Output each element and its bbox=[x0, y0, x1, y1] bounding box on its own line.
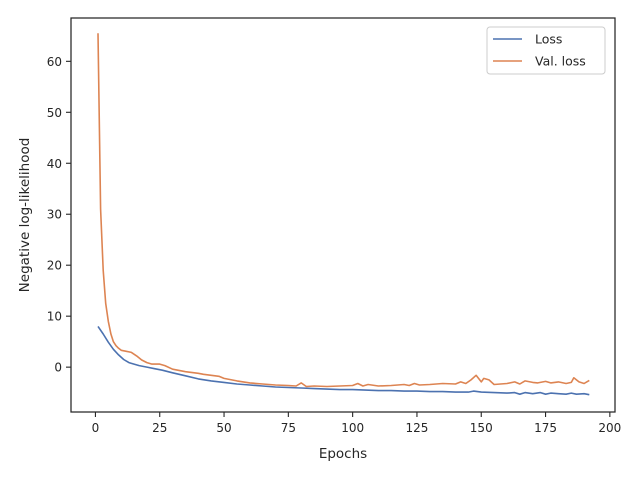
y-tick-label: 60 bbox=[47, 55, 62, 69]
x-tick-label: 75 bbox=[281, 421, 296, 435]
x-tick-label: 50 bbox=[216, 421, 231, 435]
legend-label: Loss bbox=[535, 32, 562, 47]
legend-label: Val. loss bbox=[535, 54, 586, 69]
y-tick-label: 40 bbox=[47, 157, 62, 171]
series-layer bbox=[97, 33, 590, 396]
series-line-2 bbox=[97, 33, 590, 388]
plot-frame bbox=[70, 17, 616, 413]
legend: Loss Val. loss bbox=[486, 26, 606, 75]
x-tick-label: 200 bbox=[598, 421, 621, 435]
x-tick-label: 100 bbox=[341, 421, 364, 435]
y-tick-label: 10 bbox=[47, 310, 62, 324]
y-tick-label: 20 bbox=[47, 259, 62, 273]
x-tick-label: 175 bbox=[534, 421, 557, 435]
x-axis-label: Epochs bbox=[319, 446, 367, 462]
x-axis: 0 25 50 75 100 125 150 175 200 bbox=[92, 412, 621, 435]
y-tick-label: 30 bbox=[47, 208, 62, 222]
y-tick-label: 0 bbox=[54, 361, 62, 375]
series-line-1 bbox=[97, 325, 590, 396]
y-axis-label: Negative log-likelihood bbox=[17, 138, 33, 293]
x-tick-label: 150 bbox=[470, 421, 493, 435]
x-tick-label: 125 bbox=[405, 421, 428, 435]
x-tick-label: 0 bbox=[92, 421, 100, 435]
x-tick-label: 25 bbox=[152, 421, 167, 435]
y-axis: 0 10 20 30 40 50 60 bbox=[47, 55, 71, 375]
y-tick-label: 50 bbox=[47, 106, 62, 120]
